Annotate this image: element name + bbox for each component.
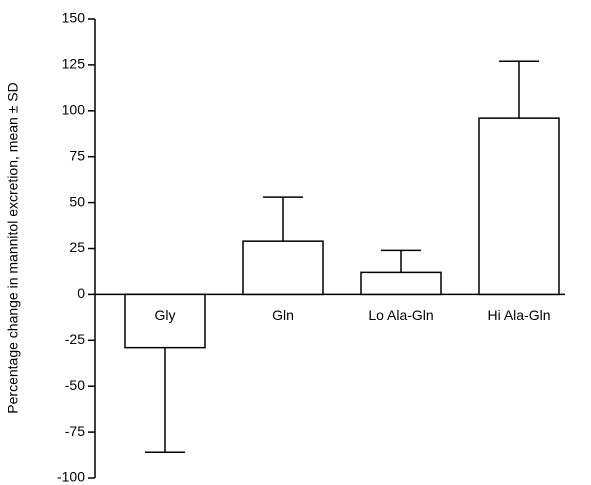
bar <box>242 240 324 296</box>
bar <box>478 117 560 296</box>
x-tick-label: Lo Ala-Gln <box>368 307 433 323</box>
y-tick-label: 125 <box>62 56 86 72</box>
x-tick-label: Gly <box>155 307 176 323</box>
y-tick-label: 75 <box>69 147 85 163</box>
bar <box>124 293 206 349</box>
y-tick-label: 25 <box>69 239 85 255</box>
y-tick-label: 0 <box>77 285 85 301</box>
y-tick-label: 100 <box>62 102 86 118</box>
y-tick-label: -25 <box>65 331 85 347</box>
y-tick-label: -100 <box>57 469 85 485</box>
x-tick-label: Gln <box>272 307 294 323</box>
bar <box>360 271 442 296</box>
y-tick-label: 50 <box>69 193 85 209</box>
x-tick-label: Hi Ala-Gln <box>487 307 550 323</box>
y-axis-label: Percentage change in mannitol excretion,… <box>5 82 21 413</box>
y-tick-label: -50 <box>65 377 85 393</box>
y-tick-label: 150 <box>62 10 86 26</box>
y-tick-label: -75 <box>65 423 85 439</box>
